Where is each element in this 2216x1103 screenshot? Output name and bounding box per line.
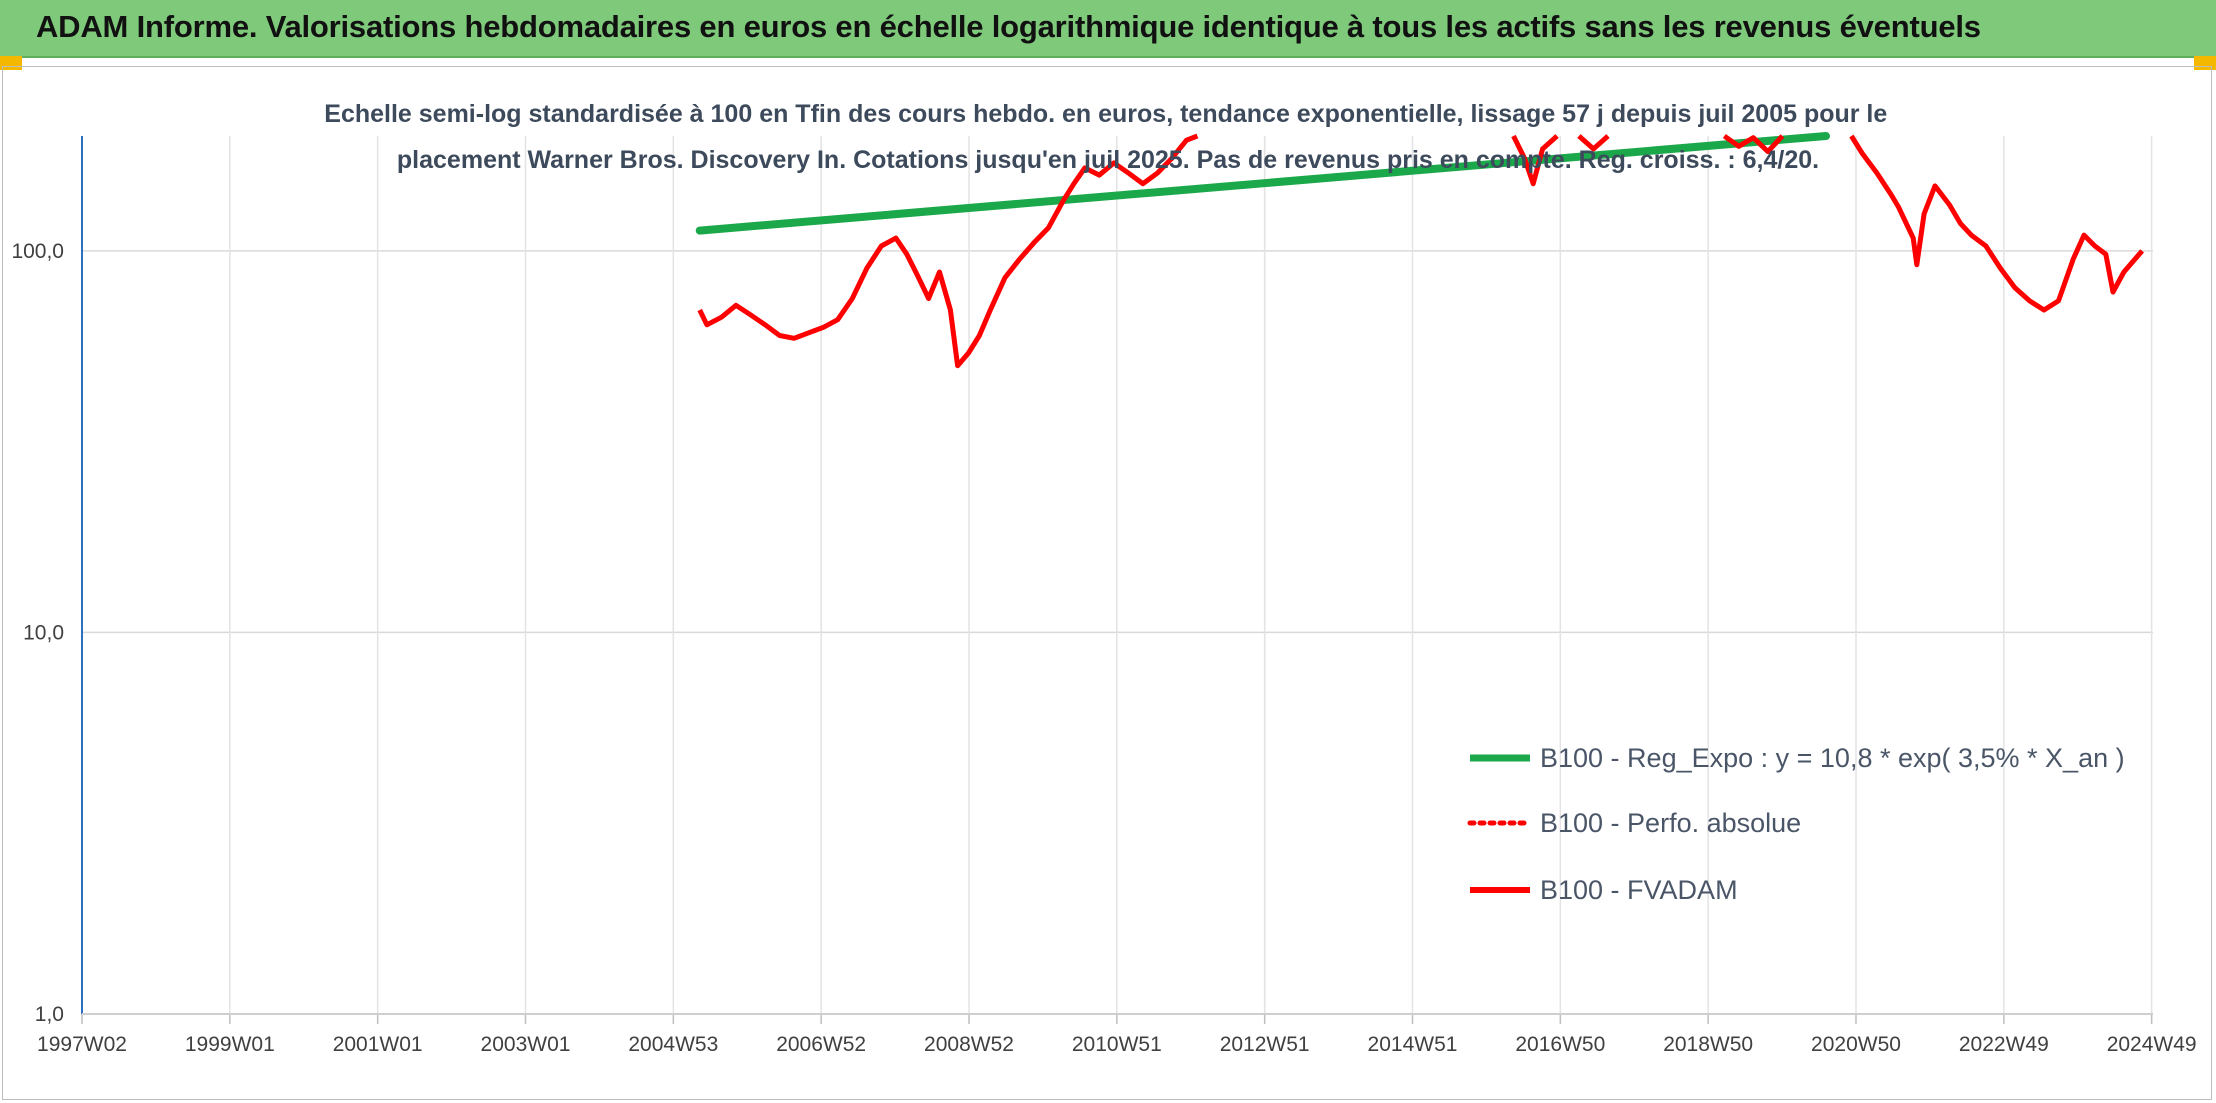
chart-title-line-2: placement Warner Bros. Discovery In. Cot… (397, 146, 1819, 174)
chart-title-line-1: Echelle semi-log standardisée à 100 en T… (324, 100, 1887, 128)
chart-title: Echelle semi-log standardisée à 100 en T… (324, 100, 1891, 174)
x-tick-label: 2016W50 (1515, 1033, 1605, 1056)
x-tick-label: 1999W01 (185, 1033, 275, 1056)
x-tick-label: 2004W53 (628, 1033, 718, 1056)
y-tick-label: 10,0 (23, 621, 64, 644)
legend-label-trend: B100 - Reg_Expo : y = 10,8 * exp( 3,5% *… (1540, 743, 2125, 773)
x-tick-label: 2024W49 (2107, 1033, 2197, 1056)
x-tick-label: 2020W50 (1811, 1033, 1901, 1056)
legend-label-fvadam: B100 - FVADAM (1540, 875, 1738, 905)
header-title: ADAM Informe. Valorisations hebdomadaire… (36, 9, 1981, 44)
series-line-fvadam-segment (1511, 134, 1559, 187)
series-line-fvadam (697, 133, 1199, 369)
series-line-fvadam-segment (1577, 134, 1610, 152)
x-tick-label: 2014W51 (1368, 1033, 1458, 1056)
x-tick-label: 2008W52 (924, 1033, 1014, 1056)
series-line-fvadam-segment (1722, 133, 1785, 155)
x-tick-label: 2022W49 (1959, 1033, 2049, 1056)
x-tick-label: 2012W51 (1220, 1033, 1310, 1056)
chart-legend: B100 - Reg_Expo : y = 10,8 * exp( 3,5% *… (1467, 743, 2125, 905)
x-tick-label: 2003W01 (481, 1033, 571, 1056)
chart-frame (2, 66, 2212, 1100)
y-tick-label: 100,0 (11, 240, 64, 263)
x-tick-label: 2010W51 (1072, 1033, 1162, 1056)
x-tick-label: 2001W01 (333, 1033, 423, 1056)
legend-label-absolute: B100 - Perfo. absolue (1540, 808, 1801, 838)
x-tick-label: 2018W50 (1663, 1033, 1753, 1056)
y-tick-label: 1,0 (35, 1003, 64, 1026)
header-bar: ADAM Informe. Valorisations hebdomadaire… (0, 0, 2216, 58)
x-tick-label: 2006W52 (776, 1033, 866, 1056)
series-line-fvadam-segment (1849, 134, 2144, 313)
series-line-trend (695, 132, 1830, 235)
x-tick-label: 1997W02 (37, 1033, 127, 1056)
